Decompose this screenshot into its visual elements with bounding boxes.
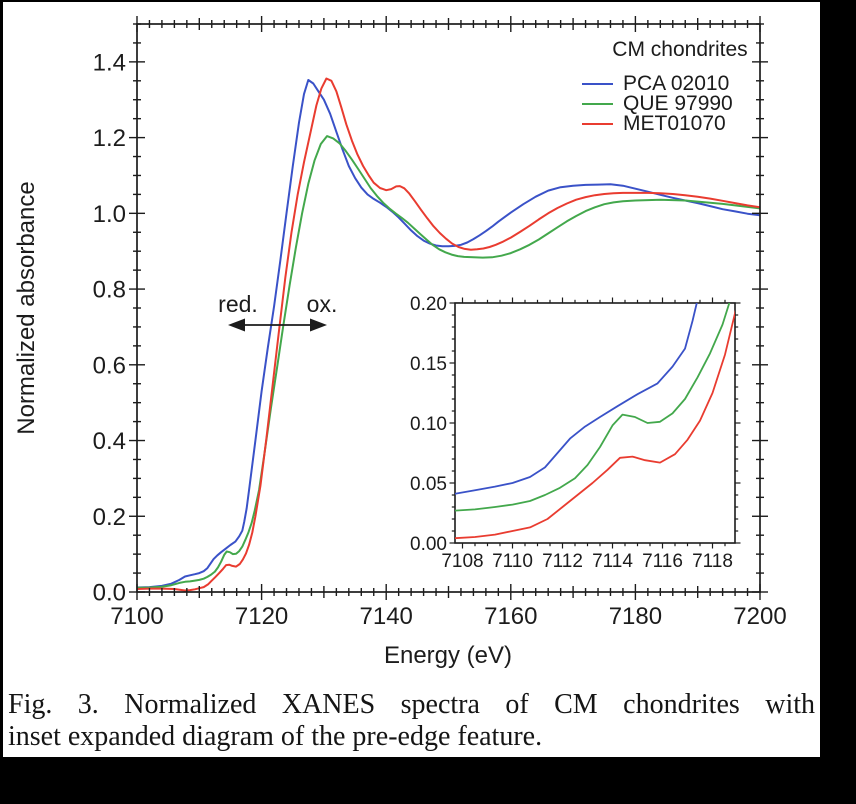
y-tick-label: 1.2 — [93, 125, 126, 152]
caption-line-1: Fig. 3. Normalized XANES spectra of CM c… — [8, 689, 815, 720]
legend: CM chondrites PCA 02010 QUE 97990 MET010… — [580, 38, 780, 134]
legend-title: CM chondrites — [612, 38, 748, 61]
y-tick-label: 0.6 — [93, 352, 126, 379]
series-line-pca-02010 — [137, 79, 760, 589]
series-lines-main — [137, 77, 760, 592]
series-line-que-97990 — [137, 135, 760, 589]
x-tick-label: 7112 — [542, 551, 583, 572]
x-tick-label: 7116 — [642, 551, 683, 572]
x-tick-label: 7120 — [235, 603, 288, 630]
legend-item-label: QUE 97990 — [623, 92, 733, 115]
legend-item-label: MET01070 — [623, 112, 726, 135]
x-tick-label: 7180 — [609, 603, 662, 630]
x-tick-label: 7160 — [484, 603, 537, 630]
caption-line-2: inset expanded diagram of the pre-edge f… — [8, 721, 543, 752]
y-tick-label: 0.20 — [410, 294, 447, 315]
arrowhead-left — [228, 318, 245, 332]
oxidized-annotation-label: ox. — [306, 291, 338, 317]
series-lines-inset — [455, 303, 735, 540]
figure-caption: Fig. 3. Normalized XANES spectra of CM c… — [8, 689, 815, 753]
legend-item-label: PCA 02010 — [623, 72, 730, 95]
legend-item-pca-02010: PCA 02010 — [580, 72, 780, 95]
series-line-que-97990 — [455, 303, 731, 512]
x-tick-label: 7118 — [692, 551, 733, 572]
y-tick-label: 0.05 — [410, 474, 447, 495]
x-tick-label: 7200 — [733, 603, 786, 630]
redox-arrow — [228, 318, 327, 332]
legend-item-met01070: MET01070 — [580, 112, 780, 135]
series-line-met01070 — [137, 77, 760, 592]
x-tick-label: 7100 — [110, 603, 163, 630]
y-tick-label: 0.2 — [93, 504, 126, 531]
main-tick-labels: 7100 7120 7140 7160 7180 7200 0.0 0.2 0.4 0.6 0.8 1… — [93, 50, 787, 631]
y-tick-label: 0.8 — [93, 277, 126, 304]
x-tick-label: 7140 — [360, 603, 413, 630]
main-frame — [136, 23, 761, 593]
inset-background — [455, 303, 735, 543]
series-line-met01070 — [455, 309, 735, 540]
legend-item-que-97990: QUE 97990 — [580, 92, 780, 115]
x-tick-label: 7110 — [492, 551, 533, 572]
reduced-annotation-label: red. — [218, 291, 258, 317]
x-axis-label: Energy (eV) — [383, 642, 513, 669]
inset-tick-labels: 7108 7110 7112 7114 7116 7118 0.00 0.05 0.10 0.15… — [410, 294, 733, 572]
y-tick-label: 1.4 — [93, 50, 126, 77]
y-axis-label: Normalized absorbance — [13, 181, 40, 435]
y-tick-label: 0.4 — [93, 428, 126, 455]
x-tick-label: 7114 — [592, 551, 633, 572]
series-line-pca-02010 — [455, 303, 698, 495]
inset-frame — [454, 302, 736, 544]
y-tick-label: 0.15 — [410, 354, 447, 375]
legend-line-swatch — [582, 103, 613, 105]
arrowhead-right — [310, 318, 327, 332]
legend-line-swatch — [582, 83, 613, 85]
legend-line-swatch — [582, 123, 613, 125]
y-tick-label: 0.10 — [410, 414, 447, 435]
y-tick-label: 0.0 — [93, 580, 126, 607]
y-tick-label: 0.00 — [410, 534, 447, 555]
y-tick-label: 1.0 — [93, 201, 126, 228]
x-tick-label: 7108 — [441, 551, 483, 572]
